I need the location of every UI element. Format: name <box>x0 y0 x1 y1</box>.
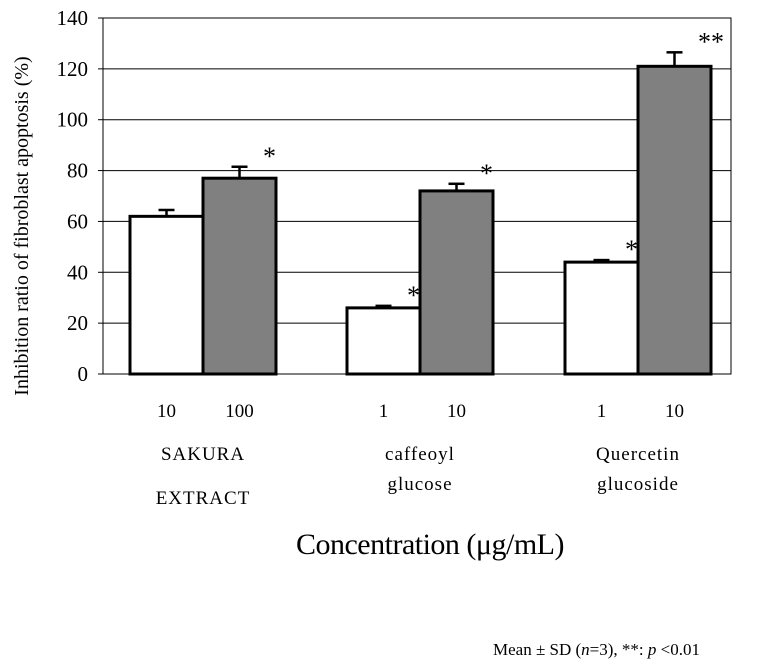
concentration-label: 100 <box>225 401 254 422</box>
y-axis-title: Inhibition ratio of fibroblast apoptosis… <box>11 56 33 395</box>
bar <box>563 260 640 376</box>
significance-marker: * <box>263 142 276 171</box>
y-tick-label: 80 <box>67 159 88 183</box>
concentration-label: 10 <box>447 401 466 422</box>
footnote-prefix: Mean ± SD ( <box>492 640 582 659</box>
group-label: Quercetin <box>596 444 680 465</box>
bar <box>345 306 422 376</box>
significance-marker: * <box>480 159 493 188</box>
y-tick-label: 20 <box>67 311 88 335</box>
y-tick-label: 100 <box>57 108 89 132</box>
y-tick-label: 0 <box>78 362 89 386</box>
bar <box>636 64 713 376</box>
y-tick-label: 120 <box>57 57 89 81</box>
bar <box>418 189 495 376</box>
bar <box>128 214 205 376</box>
footnote-p: p <box>647 640 657 659</box>
significance-marker: ** <box>698 27 724 56</box>
bar <box>201 176 278 376</box>
concentration-label: 10 <box>157 401 176 422</box>
y-tick-label: 60 <box>67 209 88 233</box>
x-axis-title: Concentration (μg/mL) <box>295 528 565 561</box>
group-label: caffeoyl <box>385 444 455 465</box>
concentration-label: 10 <box>665 401 684 422</box>
significance-marker: * <box>407 281 420 310</box>
y-tick-label: 40 <box>67 260 88 284</box>
group-label: glucoside <box>597 474 679 495</box>
group-label: SAKURA <box>161 444 245 465</box>
footnote-n: n <box>581 640 590 659</box>
footnote-n-rest: =3), **: <box>589 640 648 659</box>
y-tick-label: 140 <box>57 6 89 30</box>
footnote: Mean ± SD (n=3), **: p <0.01 <box>380 640 700 660</box>
significance-marker: * <box>625 235 638 264</box>
footnote-p-rest: <0.01 <box>656 640 700 659</box>
group-label: glucose <box>387 474 452 495</box>
concentration-label: 1 <box>597 401 607 422</box>
group-label: EXTRACT <box>156 488 251 509</box>
concentration-label: 1 <box>379 401 389 422</box>
